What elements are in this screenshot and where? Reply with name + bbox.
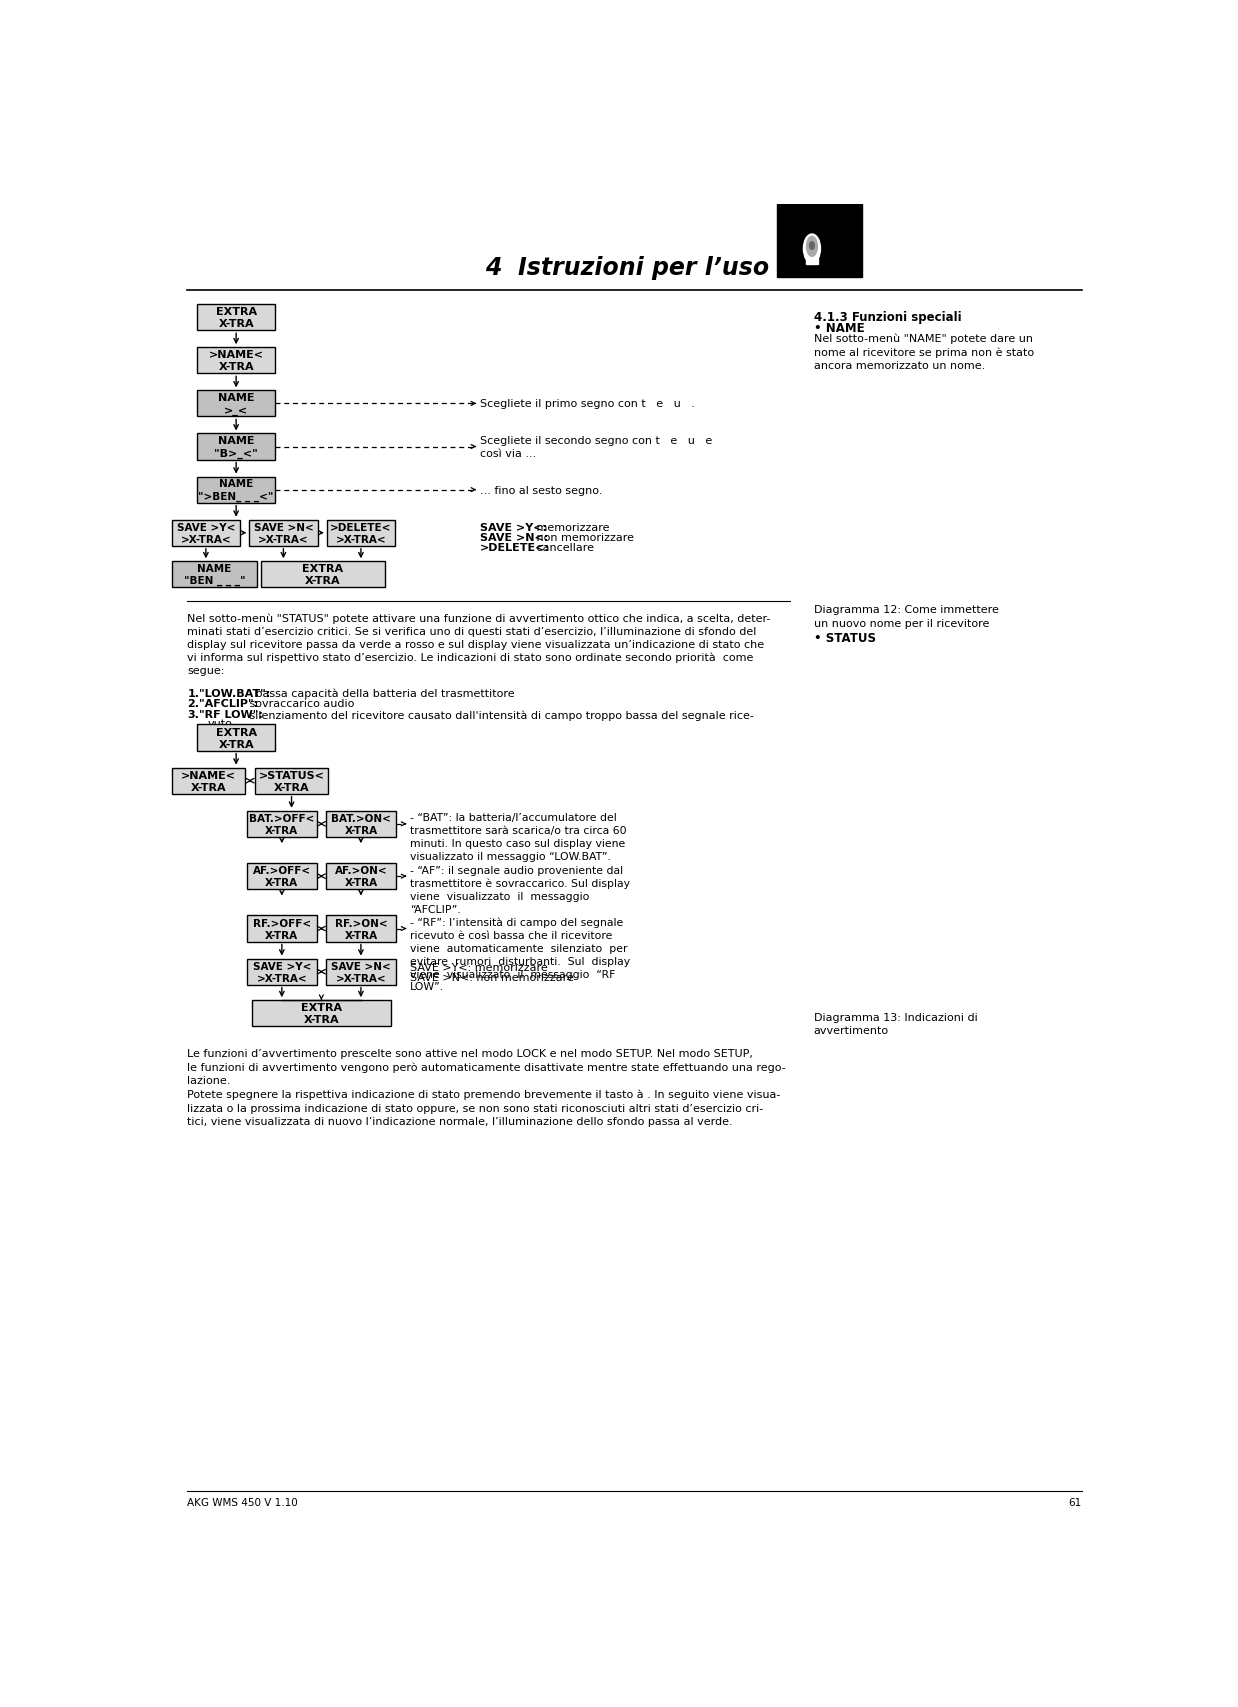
Bar [172,562,258,589]
Text: "RF LOW":: "RF LOW": [199,710,262,720]
Text: AF.>ON<
X-TRA: AF.>ON< X-TRA [334,865,387,888]
Text: AKG WMS 450 V 1.10: AKG WMS 450 V 1.10 [187,1497,298,1507]
Text: - “BAT”: la batteria/l’accumulatore del
trasmettitore sarà scarica/o tra circa 6: - “BAT”: la batteria/l’accumulatore del … [410,813,626,860]
Bar [246,864,317,889]
Text: Scegliete il primo segno con t   e   u   .: Scegliete il primo segno con t e u . [480,399,695,410]
Text: SAVE >N<
>X-TRA<: SAVE >N< >X-TRA< [331,961,391,983]
Text: - “AF”: il segnale audio proveniente dal
trasmettitore è sovraccarico. Sul displ: - “AF”: il segnale audio proveniente dal… [410,865,630,915]
Text: >DELETE<
>X-TRA<: >DELETE< >X-TRA< [331,522,391,545]
Text: • STATUS: • STATUS [813,632,875,645]
Text: SAVE >N<
>X-TRA<: SAVE >N< >X-TRA< [254,522,313,545]
Bar [326,917,396,942]
Text: EXTRA
X-TRA: EXTRA X-TRA [301,1002,342,1024]
Bar [197,348,275,374]
Text: BAT.>ON<
X-TRA: BAT.>ON< X-TRA [331,813,391,835]
Bar [806,259,818,265]
Text: - “RF”: l’intensità di campo del segnale
ricevuto è così bassa che il ricevitore: - “RF”: l’intensità di campo del segnale… [410,917,630,992]
Text: 3.: 3. [187,710,199,720]
Text: vuto: vuto [208,719,233,729]
Text: SAVE >N<: non memorizzare: SAVE >N<: non memorizzare [410,973,573,983]
Text: SAVE >Y<: memorizzare: SAVE >Y<: memorizzare [410,963,547,971]
Text: NAME
">BEN_ _ _<": NAME ">BEN_ _ _<" [198,480,274,502]
Bar [326,811,396,838]
Ellipse shape [803,236,821,265]
Text: EXTRA
X-TRA: EXTRA X-TRA [215,727,256,749]
Bar [172,521,240,546]
Text: sovraccarico audio: sovraccarico audio [246,698,354,708]
Bar [255,768,328,794]
Bar [197,725,275,751]
Text: NAME
>_<: NAME >_< [218,393,254,415]
Text: bassa capacità della batteria del trasmettitore: bassa capacità della batteria del trasme… [251,688,514,698]
Text: SAVE >Y<
>X-TRA<: SAVE >Y< >X-TRA< [253,961,311,983]
Text: NAME
"BEN _ _ _": NAME "BEN _ _ _" [183,563,245,586]
Bar [197,478,275,504]
Bar [172,768,245,794]
Text: Diagramma 12: Come immettere
un nuovo nome per il ricevitore: Diagramma 12: Come immettere un nuovo no… [813,604,998,628]
Bar [261,562,385,589]
Text: EXTRA
X-TRA: EXTRA X-TRA [302,563,343,586]
Text: AF.>OFF<
X-TRA: AF.>OFF< X-TRA [253,865,311,888]
Text: RF.>ON<
X-TRA: RF.>ON< X-TRA [334,918,387,941]
Text: "AFCLIP":: "AFCLIP": [199,698,258,708]
Bar [249,521,317,546]
Text: • NAME: • NAME [813,323,864,335]
Bar [197,434,275,461]
Bar [246,811,317,838]
Bar [197,306,275,331]
Bar [197,391,275,417]
Text: cancellare: cancellare [532,543,594,553]
Text: Nel sotto-menù "NAME" potete dare un
nome al ricevitore se prima non è stato
anc: Nel sotto-menù "NAME" potete dare un nom… [813,333,1034,370]
Bar [246,959,317,985]
Bar [326,864,396,889]
Bar [327,521,395,546]
Text: Le funzioni d’avvertimento prescelte sono attive nel modo LOCK e nel modo SETUP.: Le funzioni d’avvertimento prescelte son… [187,1048,786,1127]
Text: SAVE >N<:: SAVE >N<: [480,533,548,543]
Ellipse shape [810,242,815,251]
Text: 61: 61 [1068,1497,1082,1507]
Bar [777,205,863,278]
Text: silenziamento del ricevitore causato dall'intensità di campo troppo bassa del se: silenziamento del ricevitore causato dal… [246,710,754,720]
Text: Scegliete il secondo segno con t   e   u   e
così via ...: Scegliete il secondo segno con t e u e c… [480,435,713,459]
Text: >NAME<
X-TRA: >NAME< X-TRA [181,770,236,792]
Text: SAVE >Y<
>X-TRA<: SAVE >Y< >X-TRA< [177,522,235,545]
Text: RF.>OFF<
X-TRA: RF.>OFF< X-TRA [253,918,311,941]
Text: ... fino al sesto segno.: ... fino al sesto segno. [480,485,603,495]
Text: 4  Istruzioni per l’uso: 4 Istruzioni per l’uso [485,256,769,280]
Text: BAT.>OFF<
X-TRA: BAT.>OFF< X-TRA [249,813,314,835]
Text: >NAME<
X-TRA: >NAME< X-TRA [209,350,264,372]
Bar [246,917,317,942]
Text: 1.: 1. [187,688,199,698]
Text: "LOW.BAT":: "LOW.BAT": [199,688,270,698]
Text: memorizzare: memorizzare [532,522,609,533]
Text: 2.: 2. [187,698,199,708]
Text: >DELETE<:: >DELETE<: [480,543,550,553]
Text: non memorizzare: non memorizzare [532,533,634,543]
Bar [326,959,396,985]
Bar [251,1000,391,1026]
Text: NAME
"B>_<": NAME "B>_<" [214,435,258,459]
Text: >STATUS<
X-TRA: >STATUS< X-TRA [259,770,324,792]
Text: SAVE >Y<:: SAVE >Y<: [480,522,547,533]
Ellipse shape [806,237,817,258]
Text: 4.1.3 Funzioni speciali: 4.1.3 Funzioni speciali [813,311,961,324]
Text: Nel sotto-menù "STATUS" potete attivare una funzione di avvertimento ottico che : Nel sotto-menù "STATUS" potete attivare … [187,613,771,676]
Text: EXTRA
X-TRA: EXTRA X-TRA [215,307,256,329]
Text: Diagramma 13: Indicazioni di
avvertimento: Diagramma 13: Indicazioni di avvertiment… [813,1012,977,1034]
